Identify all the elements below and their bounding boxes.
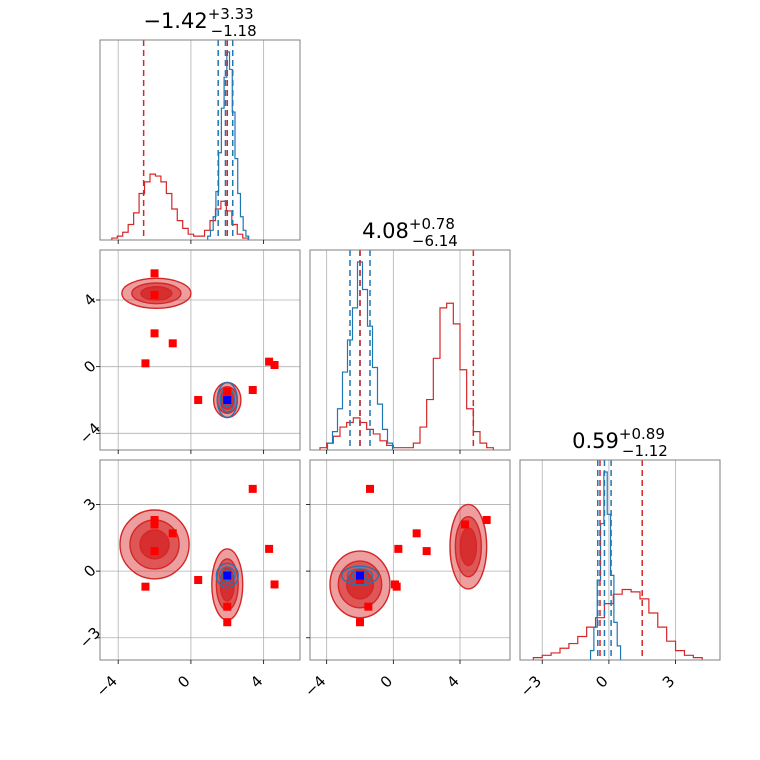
x-tick-label-param-2: 0 [592,672,611,691]
panel-1-0-grid [100,250,300,450]
x-tick-label-param-1: 4 [443,672,462,691]
x-tick-label-param-0: 0 [174,672,193,691]
sample-marker-3-panel-2-0 [141,582,150,591]
truth-marker-panel-1-0 [223,396,232,404]
sample-marker-1-panel-2-1 [461,520,469,529]
truth-marker-panel-2-1 [356,571,364,580]
sample-marker-9-panel-1-0 [265,357,274,366]
x-tick-label-param-0: 4 [247,672,266,691]
hist-dataset-a-param-0 [111,173,249,240]
sample-marker-9-panel-2-1 [394,544,403,553]
contour-dataset-b-level-0 [340,565,380,586]
contour-dataset-b-level-1 [218,566,236,585]
sample-marker-5-panel-2-0 [194,576,203,584]
sample-marker-10-panel-1-0 [270,361,279,369]
title-value: 0.59 [572,429,619,453]
panel-1-1-frame [309,249,511,451]
sample-marker-5-panel-2-1 [356,576,364,584]
contour-dataset-a-level-2 [139,529,170,560]
sample-marker-7-panel-2-1 [366,484,374,493]
hist-dataset-b-param-2 [589,471,622,660]
panel-2-1-frame [309,459,511,661]
panel-2-2-frame [519,459,721,661]
contour-dataset-b-level-2 [222,569,233,582]
sample-marker-10-panel-2-0 [270,580,279,589]
contour-dataset-b-level-0 [216,381,238,419]
hist-dataset-a-param-2 [532,588,703,660]
title-upper-error: +0.78 [409,215,455,233]
sample-marker-2-panel-2-1 [422,547,431,556]
sample-marker-7-panel-1-0 [248,386,257,394]
sample-marker-9-panel-2-0 [265,544,274,553]
x-tick-label-param-1: −4 [301,672,329,700]
title-upper-error: +0.89 [619,425,665,443]
title-lower-error: −1.18 [211,22,257,40]
panel-1-0-frame [99,249,301,451]
x-tick-label-param-1: 0 [377,672,396,691]
x-tick-label-param-0: −4 [93,672,121,700]
panel-0-0-grid [117,40,265,240]
contour-dataset-a-level-2 [459,527,478,567]
sample-marker-0-panel-1-0 [150,269,159,278]
title-lower-error: −1.12 [622,442,668,460]
x-tick-label-param-2: 3 [659,672,678,691]
panel-title-param-2: 0.59+0.89 −1.12 [572,425,668,460]
sample-marker-0-panel-2-1 [482,516,491,524]
title-value: −1.42 [143,9,207,33]
sample-marker-0-panel-2-0 [150,516,159,524]
title-value: 4.08 [362,219,409,243]
panel-2-2-grid [541,460,676,660]
title-upper-error: +3.33 [208,5,254,23]
sample-marker-6-panel-2-1 [356,618,364,627]
sample-marker-10-panel-2-1 [391,580,399,589]
contour-dataset-b-level-0 [215,562,239,589]
sample-marker-1-panel-2-0 [150,520,159,529]
sample-marker-5-panel-1-0 [194,396,203,404]
panel-0-0-frame [99,39,301,241]
sample-marker-1-panel-1-0 [150,291,159,299]
sample-marker-8-panel-2-0 [223,602,232,611]
sample-marker-7-panel-2-0 [248,484,257,493]
sample-marker-8-panel-1-0 [223,387,232,396]
panel-title-param-0: −1.42+3.33 −1.18 [143,5,256,40]
hist-dataset-b-param-0 [207,51,250,240]
panel-title-param-1: 4.08+0.78 −6.14 [362,215,458,250]
sample-marker-4-panel-2-1 [412,529,421,538]
panel-2-0-frame [99,459,301,661]
sample-marker-6-panel-2-0 [223,618,232,627]
sample-marker-4-panel-2-0 [168,529,177,538]
sample-marker-8-panel-2-1 [364,602,373,611]
sample-marker-2-panel-2-0 [150,547,159,556]
x-tick-label-param-2: −3 [517,672,545,700]
sample-marker-2-panel-1-0 [150,329,159,338]
sample-marker-3-panel-1-0 [141,359,150,368]
sample-marker-4-panel-1-0 [168,339,177,348]
title-lower-error: −6.14 [412,232,458,250]
hist-dataset-a-param-1 [319,302,494,450]
truth-marker-panel-2-0 [223,571,232,580]
